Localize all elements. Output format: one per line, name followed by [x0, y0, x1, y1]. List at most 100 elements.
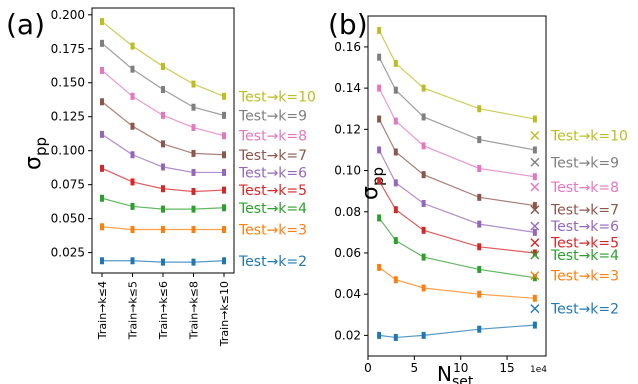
panel-a-y-tick-label: 0.200: [51, 8, 85, 22]
panel-b-data-point: [377, 53, 382, 61]
panel-a-data-point: [222, 204, 226, 212]
panel-a-data-point: [191, 226, 196, 234]
panel-a-legend-label: Test→k=9: [238, 108, 307, 124]
panel-b-legend: Test→k=10Test→k=9Test→k=8Test→k=7Test→k=…: [550, 129, 628, 318]
panel-b-label: (b): [328, 8, 368, 41]
panel-a-legend: Test→k=10Test→k=9Test→k=8Test→k=7Test→k=…: [238, 89, 316, 269]
panel-b-series-line-test-k-2: [379, 324, 535, 339]
panel-b-data-point: [393, 276, 398, 284]
panel-b-y-tick-label: 0.02: [334, 328, 361, 342]
panel-b-ylabel: σpp: [358, 167, 387, 200]
panel-a-data-point: [130, 122, 135, 130]
panel-b-series-line-test-k-3: [378, 266, 535, 299]
panel-b-legend-label: Test→k=10: [550, 129, 628, 145]
panel-a-data-point: [161, 111, 165, 119]
panel-b-data-point: [421, 331, 426, 339]
panel-b-y-axis: 0.02 0.04 0.06 0.08 0.10 0.12 0.14 0.16: [334, 40, 368, 342]
panel-b-end-marker: [530, 205, 540, 215]
panel-a-y-tick-label: 0.025: [51, 246, 85, 260]
panel-a-data-point: [191, 124, 196, 132]
panel-a-y-tick-label: 0.125: [51, 110, 85, 124]
panel-b-data-point: [377, 177, 382, 185]
panel-b-data-point: [393, 179, 398, 187]
panel-a-data-point: [191, 205, 196, 213]
panel-a-data-point: [161, 205, 165, 213]
panel-b-data-point: [532, 173, 537, 181]
panel-b-data-point: [421, 226, 426, 234]
panel-a-legend-label: Test→k=5: [238, 183, 307, 199]
panel-b-end-marker: [530, 221, 540, 231]
panel-a-series-line-test-k-8: [101, 70, 225, 137]
panel-b-series-line-test-k-6: [378, 149, 535, 233]
panel-b-data-point: [377, 115, 382, 123]
panel-b-data-point: [532, 202, 537, 210]
panel-a-data-point: [191, 149, 196, 157]
panel-a-data-point: [130, 202, 135, 210]
panel-a-data-point: [100, 223, 104, 231]
panel-b-data-point: [532, 115, 537, 123]
panel-a-data-point: [100, 194, 104, 202]
panel-a-data-point: [191, 103, 196, 111]
panel-a-data-point: [222, 151, 226, 159]
panel-b-x-multiplier: 1e4: [530, 365, 547, 375]
panel-b-data-point: [421, 171, 426, 179]
panel-b-y-tick-label: 0.16: [334, 40, 361, 54]
panel-a-data-point: [191, 187, 196, 195]
panel-b-series-line-test-k-4: [378, 217, 535, 279]
panel-b-data-point: [377, 331, 382, 339]
panel-b-end-marker: [530, 157, 540, 167]
panel-b-data-point: [393, 86, 398, 94]
panel-a-y-tick-label: 0.150: [51, 76, 85, 90]
panel-b-data-point: [477, 243, 482, 251]
panel-b-y-tick-label: 0.10: [334, 164, 361, 178]
panel-b-data-point: [421, 200, 426, 208]
panel-a-legend-label: Test→k=8: [238, 129, 307, 145]
panel-a-ylabel: σpp: [21, 137, 50, 170]
panel-a-data-point: [100, 39, 104, 47]
panel-b-x-tick-label: 15: [499, 361, 514, 375]
panel-a-x-axis: Train→k≤4 Train→k≤5 Train→k≤6 Train→k≤8 Trai…: [96, 273, 231, 347]
panel-a-data-point: [161, 185, 165, 193]
panel-a-data-point: [161, 226, 165, 234]
panel-a-data-point: [222, 186, 226, 194]
panel-a-data-point: [130, 151, 135, 159]
panel-a-legend-label: Test→k=4: [238, 201, 307, 217]
panel-b-data-point: [393, 148, 398, 156]
panel-b-x-tick-label: 10: [453, 361, 468, 375]
panel-b-legend-label: Test→k=2: [550, 302, 619, 318]
panel-b-data-point: [393, 206, 398, 214]
panel-a-data-point: [100, 98, 104, 106]
panel-b-xlabel: Nset: [437, 362, 474, 384]
panel-a-data-point: [222, 92, 226, 100]
panel-a-data-point: [161, 86, 165, 94]
panel-b-data-point: [477, 220, 482, 228]
panel-a-data-point: [161, 258, 165, 266]
panel-a-data-point: [222, 111, 226, 119]
panel-b-legend-label: Test→k=8: [550, 180, 619, 196]
panel-b-data-point: [377, 263, 382, 271]
panel-b-data-point: [377, 146, 382, 154]
panel-b-data-point: [393, 59, 398, 67]
panel-a-x-tick-label: Train→k≤4: [96, 281, 109, 340]
panel-a-y-tick-label: 0.075: [51, 178, 85, 192]
panel-b-end-marker: [530, 182, 540, 192]
panel-b-series-line-test-k-9: [378, 56, 535, 151]
panel-a-x-tick-label: Train→k≤10: [218, 281, 231, 347]
panel-a-legend-label: Test→k=3: [238, 223, 307, 239]
panel-b-y-tick-label: 0.14: [334, 81, 361, 95]
panel-b-data-point: [477, 136, 482, 144]
panel-b-legend-label: Test→k=5: [550, 236, 619, 252]
panel-b-data-point: [477, 105, 482, 113]
panel-a-data-point: [130, 65, 135, 73]
panel-a-x-tick-label: Train→k≤5: [127, 281, 140, 340]
panel-b-data-point: [421, 284, 426, 292]
panel-a-legend-label: Test→k=7: [238, 148, 307, 164]
panel-a-data-point: [191, 80, 196, 88]
panel-b-series-line-test-k-10: [378, 30, 535, 120]
panel-a-data-point: [191, 258, 196, 266]
panel-b-series-line-test-k-7: [378, 118, 535, 207]
panel-b-legend-label: Test→k=3: [550, 269, 619, 285]
panel-a-data-point: [222, 168, 226, 176]
panel-b-data-point: [532, 249, 537, 257]
